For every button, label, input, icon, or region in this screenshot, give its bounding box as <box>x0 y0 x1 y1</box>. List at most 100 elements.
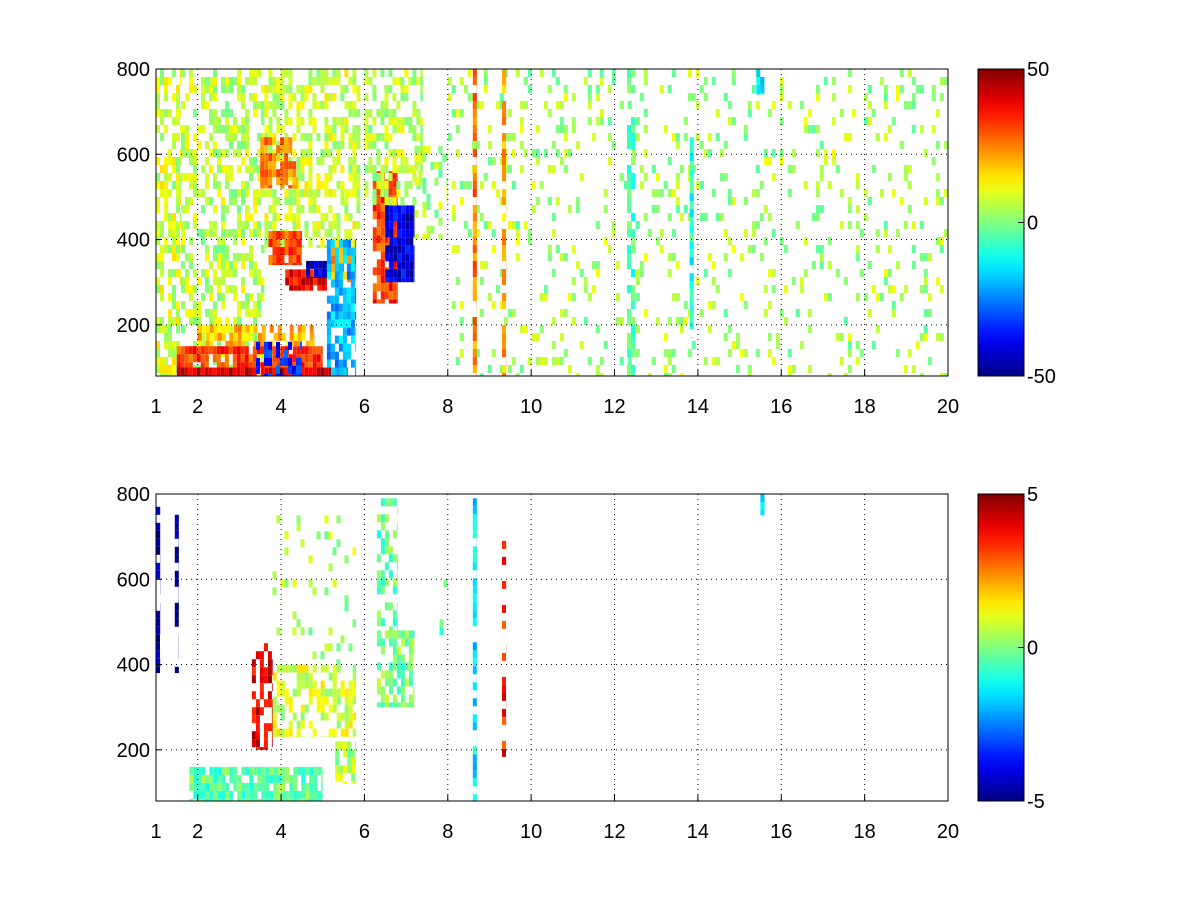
heat-cell <box>292 161 297 170</box>
heat-cell <box>671 69 676 77</box>
heat-cell <box>376 181 381 189</box>
heat-cell <box>408 702 413 708</box>
heat-cell <box>285 766 290 775</box>
heat-cell <box>229 109 233 117</box>
heat-cell <box>368 125 373 133</box>
heat-cell <box>205 790 210 799</box>
heat-cell <box>297 269 302 278</box>
heat-cell <box>300 165 305 173</box>
heat-cell <box>176 117 180 125</box>
heat-cell <box>313 340 315 347</box>
heat-cell <box>651 165 656 173</box>
heat-cell <box>237 798 242 801</box>
heat-cell <box>339 765 344 774</box>
heat-cell <box>763 309 768 317</box>
heat-cell <box>164 213 168 221</box>
heat-cell <box>156 317 160 325</box>
heat-cell <box>263 667 268 676</box>
heat-cell <box>332 141 337 149</box>
heat-cell <box>284 664 289 673</box>
heat-cell <box>217 332 222 341</box>
heat-cell <box>397 205 402 214</box>
heat-cell <box>300 247 302 255</box>
heat-cell <box>261 357 265 365</box>
heat-cell <box>296 85 301 93</box>
heat-cell <box>879 189 884 197</box>
heat-cell <box>575 261 580 269</box>
heat-cell <box>539 325 544 333</box>
heat-cell <box>751 85 756 93</box>
heat-cell <box>400 702 405 708</box>
heat-cell <box>288 720 293 729</box>
heat-cell <box>269 798 274 801</box>
heat-cell <box>408 654 413 663</box>
heat-cell <box>447 133 452 141</box>
heat-cell <box>388 678 393 687</box>
heat-cell <box>935 109 940 117</box>
heat-cell <box>867 261 872 269</box>
heat-cell <box>751 221 756 229</box>
heat-cell <box>355 279 357 283</box>
heat-cell <box>472 658 477 667</box>
heat-cell <box>322 276 327 278</box>
heat-cell <box>320 688 325 697</box>
heat-cell <box>328 688 333 697</box>
heat-cell <box>225 181 229 189</box>
heat-cell <box>495 189 500 197</box>
heat-cell <box>340 712 345 721</box>
heat-cell <box>253 790 258 799</box>
heat-cell <box>911 77 916 85</box>
heat-cell <box>185 269 189 277</box>
heat-cell <box>267 675 272 684</box>
heat-cell <box>663 125 668 133</box>
heat-cell <box>313 798 318 801</box>
heat-cell <box>563 309 568 317</box>
heat-cell <box>245 213 249 221</box>
heat-cell <box>502 716 506 725</box>
heat-cell <box>455 149 460 157</box>
heat-cell <box>675 133 680 141</box>
colorbar-tick-label: 50 <box>1027 59 1049 81</box>
heat-cell <box>767 269 772 277</box>
x-tick-label: 1 <box>150 821 161 843</box>
heat-cell <box>438 169 443 178</box>
heat-cell <box>296 728 301 737</box>
heat-cell <box>288 93 293 101</box>
heat-cell <box>197 798 202 801</box>
heat-cell <box>261 133 265 141</box>
x-tick-label: 10 <box>520 396 542 418</box>
heat-cell <box>213 269 217 277</box>
heat-cell <box>308 720 313 729</box>
heat-cell <box>631 317 635 325</box>
heat-cell <box>691 341 696 349</box>
heat-cell <box>180 221 181 229</box>
heat-cell <box>619 173 624 181</box>
heat-cell <box>483 85 488 93</box>
heat-cell <box>747 373 752 376</box>
heat-cell <box>815 189 820 197</box>
heat-cell <box>249 245 253 253</box>
heat-cell <box>300 373 302 376</box>
heat-cell <box>911 221 916 229</box>
heat-cell <box>815 125 820 133</box>
heat-cell <box>326 311 331 320</box>
heat-cell <box>213 782 218 791</box>
heat-cell <box>883 93 888 101</box>
heat-cell <box>392 702 397 708</box>
heat-cell <box>408 77 413 85</box>
heat-cell <box>209 317 213 325</box>
heat-cell <box>189 237 193 245</box>
heat-cell <box>332 664 337 673</box>
heat-cell <box>689 273 694 282</box>
heat-cell <box>335 741 340 750</box>
heat-cell <box>627 181 631 189</box>
heat-cell <box>216 346 221 355</box>
heat-cell <box>245 309 249 317</box>
heat-cell <box>413 205 415 214</box>
heat-cell <box>284 696 289 705</box>
heat-cell <box>184 362 189 368</box>
heat-cell <box>292 231 297 239</box>
heat-cell <box>895 93 900 101</box>
heat-cell <box>396 171 398 180</box>
